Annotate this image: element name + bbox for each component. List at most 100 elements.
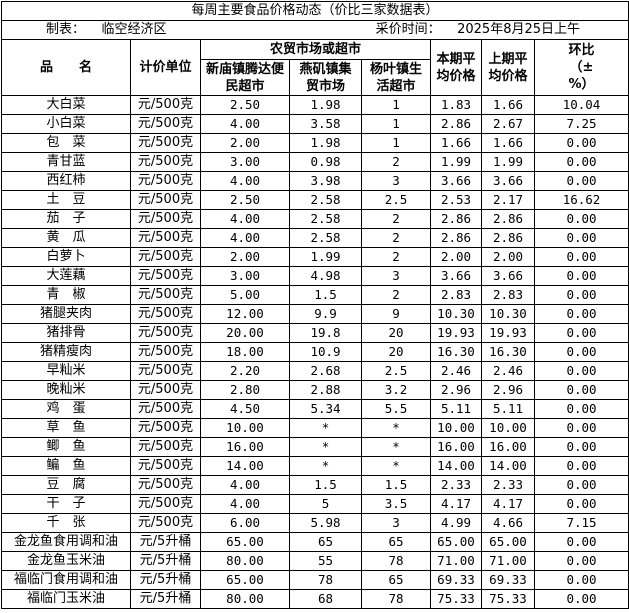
- unit-cell: 元/500克: [130, 437, 201, 457]
- market-2-price: 1.99: [289, 247, 362, 267]
- change-percent: 0.00: [533, 494, 629, 514]
- table-row: 鸡 蛋元/500克 4.50 5.34 5.5 5.11 5.11 0.00: [1, 399, 629, 419]
- maker-value: 临空经济区: [101, 22, 167, 37]
- previous-avg-price: 2.17: [481, 190, 535, 210]
- market-3-price: 1: [361, 114, 431, 134]
- change-percent: 0.00: [533, 133, 629, 153]
- change-percent: 0.00: [533, 532, 629, 552]
- market-1-price: 5.00: [200, 285, 290, 305]
- market-1-price: 2.00: [200, 247, 290, 267]
- market-3-price: *: [361, 418, 431, 438]
- market-3-price: *: [361, 437, 431, 457]
- market-2-price: *: [289, 456, 362, 476]
- change-percent: 0.00: [533, 152, 629, 172]
- market-1-price: 14.00: [200, 456, 290, 476]
- previous-avg-price: 4.66: [481, 513, 535, 533]
- current-avg-price: 1.66: [430, 133, 482, 153]
- market-2-price: 19.8: [289, 323, 362, 343]
- name-cell: 青 椒: [1, 285, 131, 305]
- previous-avg-price: 16.30: [481, 342, 535, 362]
- name-cell: 土 豆: [1, 190, 131, 210]
- market-2-price: 10.9: [289, 342, 362, 362]
- market-2-price: 3.58: [289, 114, 362, 134]
- change-percent: 0.00: [533, 551, 629, 571]
- table-row: 土 豆元/500克 2.50 2.58 2.5 2.53 2.17 16.62: [1, 190, 629, 210]
- current-avg-price: 2.86: [430, 114, 482, 134]
- market-1-price: 2.80: [200, 380, 290, 400]
- unit-cell: 元/500克: [130, 133, 201, 153]
- change-percent: 0.00: [533, 285, 629, 305]
- market-3-price: 78: [361, 589, 431, 609]
- header-market-3: 杨叶镇生活超市: [361, 59, 431, 96]
- name-cell: 晚籼米: [1, 380, 131, 400]
- unit-cell: 元/5升桶: [130, 589, 201, 609]
- change-percent: 7.25: [533, 114, 629, 134]
- change-percent: 0.00: [533, 342, 629, 362]
- unit-cell: 元/500克: [130, 513, 201, 533]
- change-percent: 0.00: [533, 228, 629, 248]
- market-2-price: 2.58: [289, 209, 362, 229]
- market-1-price: 65.00: [200, 570, 290, 590]
- market-2-price: 2.58: [289, 190, 362, 210]
- table-row: 青 椒元/500克 5.00 1.5 2 2.83 2.83 0.00: [1, 285, 629, 305]
- previous-avg-price: 65.00: [481, 532, 535, 552]
- current-avg-price: 2.46: [430, 361, 482, 381]
- table-row: 干 子元/500克 4.00 5 3.5 4.17 4.17 0.00: [1, 494, 629, 514]
- header-current-avg: 本期平均价格: [430, 39, 482, 96]
- market-3-price: 3.2: [361, 380, 431, 400]
- table-body: 大白菜 元/500克 2.50 1.98 1 1.83 1.66 10.04 小白菜 元/500克…: [1, 95, 629, 609]
- market-1-price: 16.00: [200, 437, 290, 457]
- market-1-price: 2.00: [200, 133, 290, 153]
- market-1-price: 10.00: [200, 418, 290, 438]
- unit-cell: 元/500克: [130, 228, 201, 248]
- previous-avg-price: 10.30: [481, 304, 535, 324]
- current-avg-price: 10.00: [430, 418, 482, 438]
- current-avg-price: 3.66: [430, 266, 482, 286]
- table-row: 包 菜元/500克 2.00 1.98 1 1.66 1.66 0.00: [1, 133, 629, 153]
- table-row: 猪精瘦肉 元/500克 18.00 10.9 20 16.30 16.30 0.00: [1, 342, 629, 362]
- current-avg-price: 2.86: [430, 228, 482, 248]
- name-cell: 茄 子: [1, 209, 131, 229]
- name-cell: 早籼米: [1, 361, 131, 381]
- table-row: 千 张元/500克 6.00 5.98 3 4.99 4.66 7.15: [1, 513, 629, 533]
- current-avg-price: 2.86: [430, 209, 482, 229]
- current-avg-price: 2.83: [430, 285, 482, 305]
- previous-avg-price: 3.66: [481, 171, 535, 191]
- market-1-price: 4.00: [200, 171, 290, 191]
- change-percent: 0.00: [533, 437, 629, 457]
- change-percent: 0.00: [533, 380, 629, 400]
- name-cell: 福临门食用调和油: [1, 570, 131, 590]
- market-2-price: 1.98: [289, 133, 362, 153]
- change-percent: 0.00: [533, 209, 629, 229]
- market-2-price: 78: [289, 570, 362, 590]
- market-2-price: 4.98: [289, 266, 362, 286]
- header-market-2: 燕矶镇集贸市场: [289, 59, 362, 96]
- market-1-price: 4.50: [200, 399, 290, 419]
- change-percent: 7.15: [533, 513, 629, 533]
- previous-avg-price: 1.99: [481, 152, 535, 172]
- header-name: 品 名: [1, 39, 131, 96]
- market-2-price: 1.98: [289, 95, 362, 115]
- current-avg-price: 5.11: [430, 399, 482, 419]
- previous-avg-price: 2.96: [481, 380, 535, 400]
- previous-avg-price: 69.33: [481, 570, 535, 590]
- market-2-price: 9.9: [289, 304, 362, 324]
- previous-avg-price: 1.66: [481, 133, 535, 153]
- current-avg-price: 10.30: [430, 304, 482, 324]
- unit-cell: 元/500克: [130, 114, 201, 134]
- unit-cell: 元/500克: [130, 323, 201, 343]
- market-2-price: 0.98: [289, 152, 362, 172]
- unit-cell: 元/5升桶: [130, 570, 201, 590]
- market-2-price: 3.98: [289, 171, 362, 191]
- header-market-group: 农贸市场或超市: [200, 39, 431, 60]
- table-row: 白萝卜 元/500克 2.00 1.99 2 2.00 2.00 0.00: [1, 247, 629, 267]
- market-1-price: 18.00: [200, 342, 290, 362]
- previous-avg-price: 1.66: [481, 95, 535, 115]
- name-cell: 金龙鱼玉米油: [1, 551, 131, 571]
- name-cell: 豆 腐: [1, 475, 131, 495]
- market-3-price: 3.5: [361, 494, 431, 514]
- market-3-price: 20: [361, 342, 431, 362]
- change-percent: 0.00: [533, 361, 629, 381]
- current-avg-price: 16.00: [430, 437, 482, 457]
- unit-cell: 元/500克: [130, 418, 201, 438]
